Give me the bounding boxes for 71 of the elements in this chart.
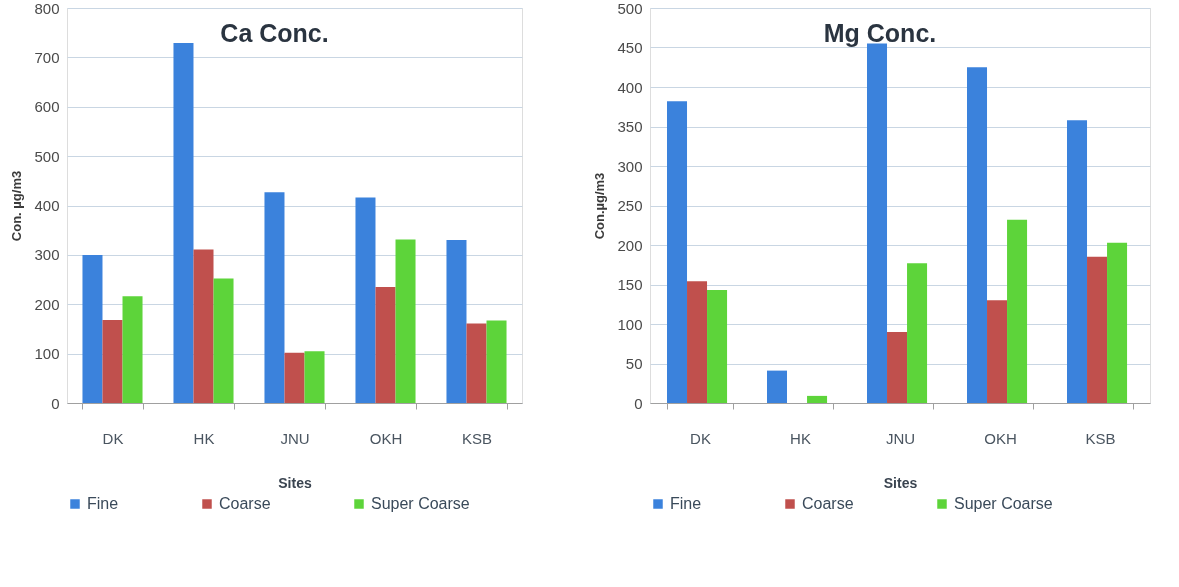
bar <box>284 352 305 403</box>
x-tick-label: JNU <box>280 429 310 447</box>
bar <box>667 101 688 403</box>
y-tick-label: 400 <box>34 197 60 214</box>
y-tick-label: 300 <box>34 246 60 264</box>
y-tick-label: 100 <box>34 345 60 363</box>
bar <box>193 249 214 403</box>
bar <box>122 296 143 403</box>
x-tick-label: DK <box>690 429 711 447</box>
bar <box>486 320 507 403</box>
x-tick-label: JNU <box>885 429 916 447</box>
y-axis-title: Con.µg/m3 <box>592 172 608 240</box>
bar <box>446 240 467 403</box>
y-tick-label: 0 <box>51 394 60 412</box>
x-tick-label: KSB <box>1085 429 1116 447</box>
y-tick-label: 0 <box>634 394 643 412</box>
y-tick-label: 450 <box>617 39 643 56</box>
y-tick-label: 500 <box>34 147 60 165</box>
bar <box>707 290 728 403</box>
x-tick-label: OKH <box>984 429 1017 447</box>
chart-title: Ca Conc. <box>220 19 329 47</box>
legend-label: Fine <box>670 495 702 512</box>
y-axis-title: Con. µg/m3 <box>9 170 25 242</box>
bar <box>967 67 988 403</box>
x-axis-title: Sites <box>883 474 918 491</box>
y-tick-label: 600 <box>34 98 60 116</box>
bar <box>987 300 1008 403</box>
bar <box>395 239 416 403</box>
y-tick-label: 300 <box>617 157 643 175</box>
y-tick-label: 100 <box>617 315 643 333</box>
y-tick-label: 250 <box>617 197 643 214</box>
bar <box>466 323 487 403</box>
y-tick-label: 500 <box>617 0 643 17</box>
legend-label: Coarse <box>219 495 271 512</box>
chart-title: Mg Conc. <box>823 19 937 47</box>
legend-label: Super Coarse <box>371 495 470 512</box>
y-tick-label: 350 <box>617 118 643 135</box>
legend-label: Super Coarse <box>954 495 1053 512</box>
x-tick-label: HK <box>790 429 811 447</box>
bar <box>907 263 928 403</box>
x-axis-title: Sites <box>278 474 312 491</box>
x-tick-label: HK <box>193 429 215 447</box>
bar <box>375 286 396 403</box>
bar <box>355 197 376 403</box>
legend-label: Coarse <box>802 495 854 512</box>
y-tick-label: 50 <box>625 355 643 372</box>
bar <box>687 281 708 403</box>
bar <box>213 278 234 403</box>
bar <box>102 320 123 403</box>
bar <box>1067 120 1088 403</box>
bar <box>867 43 888 403</box>
bar <box>1007 219 1028 403</box>
bar <box>1107 242 1128 403</box>
bar <box>1087 256 1108 403</box>
bar <box>173 43 194 403</box>
bar <box>887 331 908 403</box>
x-tick-label: DK <box>102 429 124 447</box>
bar <box>82 254 103 403</box>
legend-label: Fine <box>87 495 119 512</box>
x-tick-label: OKH <box>369 429 403 447</box>
bar <box>807 395 828 403</box>
y-tick-label: 400 <box>617 78 643 96</box>
y-tick-label: 150 <box>617 276 643 293</box>
x-tick-label: KSB <box>461 429 493 447</box>
y-tick-label: 700 <box>34 48 60 66</box>
bar <box>304 351 325 403</box>
y-tick-label: 800 <box>34 0 60 17</box>
y-tick-label: 200 <box>617 236 643 254</box>
bar <box>264 192 285 403</box>
bar <box>767 370 788 403</box>
y-tick-label: 200 <box>34 295 60 313</box>
